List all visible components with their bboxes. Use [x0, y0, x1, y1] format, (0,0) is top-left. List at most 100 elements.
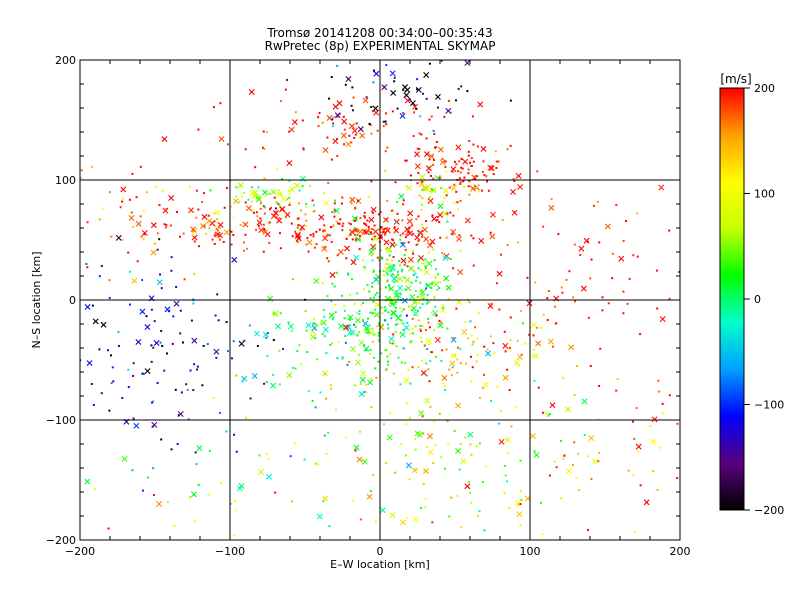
data-point — [409, 332, 412, 335]
data-point — [175, 285, 178, 288]
data-point — [192, 388, 195, 391]
data-point — [509, 316, 512, 319]
data-point-x — [133, 422, 140, 429]
data-point — [456, 494, 459, 497]
data-point — [170, 256, 173, 259]
data-point — [403, 328, 406, 331]
data-point — [470, 501, 473, 504]
data-point — [247, 198, 250, 201]
data-point — [241, 195, 244, 198]
data-point — [329, 343, 332, 346]
data-point-x — [349, 329, 356, 336]
data-point — [404, 454, 407, 457]
data-point — [571, 464, 574, 467]
data-point — [438, 319, 441, 322]
data-point — [268, 221, 271, 224]
data-point — [433, 133, 436, 136]
data-point-x — [390, 264, 397, 271]
data-point — [445, 194, 448, 197]
data-point — [510, 425, 513, 428]
data-point — [358, 238, 361, 241]
data-point — [300, 228, 303, 231]
data-point-x — [386, 434, 393, 441]
data-point — [393, 243, 396, 246]
data-point — [452, 267, 455, 270]
data-point — [345, 436, 348, 439]
data-point — [209, 189, 212, 192]
data-point — [140, 235, 143, 238]
data-point — [419, 115, 422, 118]
data-point-x — [651, 416, 658, 423]
data-point-x — [188, 207, 195, 214]
data-point — [385, 349, 388, 352]
data-point — [589, 277, 592, 280]
data-point-x — [255, 196, 262, 203]
data-point — [208, 227, 211, 230]
data-point — [307, 390, 310, 393]
data-point — [265, 381, 268, 384]
data-point-x — [248, 88, 255, 95]
data-point — [398, 293, 401, 296]
data-point — [182, 341, 185, 344]
data-point — [540, 501, 543, 504]
colorbar-label: [m/s] — [720, 72, 751, 86]
data-point — [404, 159, 407, 162]
data-point — [424, 265, 427, 268]
data-point — [385, 64, 388, 67]
data-point — [542, 313, 545, 316]
data-point — [203, 192, 206, 195]
data-point — [353, 136, 356, 139]
data-point-x — [449, 360, 456, 367]
data-point — [117, 345, 120, 348]
data-point — [160, 287, 163, 290]
data-point-x — [276, 217, 283, 224]
data-point-x — [261, 189, 268, 196]
data-point — [415, 107, 418, 110]
data-point — [384, 150, 387, 153]
data-point — [436, 177, 439, 180]
data-point — [276, 202, 279, 205]
data-point — [442, 382, 445, 385]
data-point-x — [367, 379, 374, 386]
data-point — [421, 197, 424, 200]
data-point — [139, 165, 142, 168]
data-point — [165, 226, 168, 229]
data-point — [451, 366, 454, 369]
data-point — [467, 480, 470, 483]
data-point — [86, 221, 89, 224]
data-point-x — [405, 462, 412, 469]
data-point — [598, 451, 601, 454]
data-point — [381, 312, 384, 315]
data-point — [417, 260, 420, 263]
data-point — [649, 425, 652, 428]
data-point-x — [368, 216, 375, 223]
data-point-x — [150, 222, 157, 229]
data-point — [636, 212, 639, 215]
data-point — [388, 287, 391, 290]
data-point — [401, 268, 404, 271]
data-point — [341, 356, 344, 359]
data-point — [372, 269, 375, 272]
data-point-x — [413, 151, 420, 158]
data-point-x — [568, 344, 575, 351]
data-point — [428, 158, 431, 161]
data-point — [370, 180, 373, 183]
data-point — [390, 274, 393, 277]
data-point — [592, 204, 595, 207]
data-point — [622, 239, 625, 242]
data-point — [127, 368, 130, 371]
data-point — [197, 484, 200, 487]
data-point — [425, 302, 428, 305]
data-point — [402, 308, 405, 311]
data-point — [374, 293, 377, 296]
data-point — [363, 222, 366, 225]
data-point — [211, 238, 214, 241]
data-point — [160, 329, 163, 332]
data-point — [458, 234, 461, 237]
data-point-x — [480, 145, 487, 152]
data-point — [393, 226, 396, 229]
data-point-x — [162, 207, 169, 214]
data-point — [384, 319, 387, 322]
data-point — [391, 273, 394, 276]
